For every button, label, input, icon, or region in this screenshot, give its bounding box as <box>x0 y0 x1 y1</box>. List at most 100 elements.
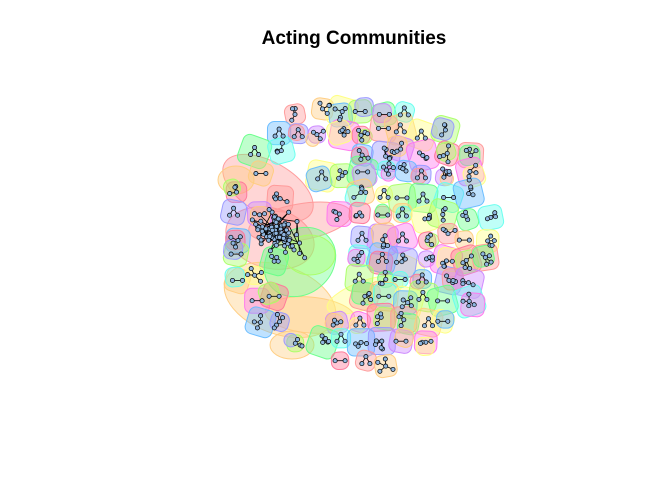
network-node <box>442 122 447 128</box>
network-node <box>446 277 452 283</box>
network-node <box>484 261 490 267</box>
network-node <box>426 216 432 222</box>
network-node <box>366 291 372 296</box>
network-node <box>468 184 474 190</box>
network-node <box>353 322 359 328</box>
network-node <box>379 281 385 287</box>
network-node <box>442 206 448 212</box>
community-hull <box>266 120 292 146</box>
network-node <box>277 196 283 202</box>
network-node <box>420 191 426 197</box>
network-node <box>337 168 343 174</box>
network-node <box>396 238 401 244</box>
network-node <box>414 135 420 141</box>
network-node <box>399 206 405 212</box>
network-node <box>463 257 469 263</box>
network-node <box>319 169 325 175</box>
network-node <box>292 111 298 117</box>
network-node <box>376 111 382 117</box>
network-node <box>341 132 347 138</box>
network-node <box>485 238 491 244</box>
network-node <box>398 323 404 329</box>
network-node <box>266 293 272 299</box>
community-hull <box>354 349 377 372</box>
network-node <box>258 270 264 275</box>
network-node <box>234 189 239 195</box>
network-node <box>274 223 279 229</box>
network-node <box>408 295 414 301</box>
network-node <box>273 196 279 202</box>
network-node <box>418 168 424 174</box>
network-node <box>330 322 336 328</box>
network-node <box>258 313 264 319</box>
network-node <box>466 173 472 179</box>
network-node <box>259 228 265 234</box>
network-node <box>377 368 383 374</box>
network-node <box>281 222 287 228</box>
network-node <box>375 258 381 264</box>
network-node <box>345 129 351 135</box>
network-node <box>317 136 323 142</box>
network-node <box>380 237 386 243</box>
network-node <box>362 109 368 114</box>
network-node <box>400 231 405 237</box>
network-node <box>471 302 477 308</box>
network-node <box>289 243 295 249</box>
network-node <box>277 319 283 325</box>
network-node <box>383 258 389 264</box>
network-node <box>462 265 468 270</box>
network-node <box>337 117 343 123</box>
network-node <box>263 226 269 232</box>
network-node <box>290 106 295 112</box>
network-node <box>277 234 282 240</box>
network-node <box>364 341 369 346</box>
network-node <box>466 298 472 304</box>
network-node <box>463 209 469 215</box>
network-node <box>363 189 369 195</box>
network-node <box>401 105 407 111</box>
network-node <box>262 211 267 217</box>
network-node <box>351 256 357 262</box>
network-node <box>342 169 348 175</box>
network-node <box>326 103 332 108</box>
network-node <box>355 237 361 243</box>
network-edge <box>279 218 298 222</box>
network-node <box>444 273 450 279</box>
network-node <box>235 212 241 218</box>
network-node <box>470 282 476 288</box>
nodes <box>227 100 498 374</box>
community-hull <box>284 234 336 276</box>
network-node <box>338 319 344 325</box>
network-node <box>361 322 367 328</box>
network-node <box>484 216 490 222</box>
network-node <box>315 176 321 182</box>
network-node <box>358 156 364 162</box>
community-hull <box>222 153 314 223</box>
network-node <box>383 153 389 159</box>
network-node <box>420 153 426 158</box>
network-node <box>394 148 400 154</box>
network-node <box>385 212 391 218</box>
network-node <box>424 155 430 161</box>
network-node <box>336 175 342 181</box>
network-node <box>235 238 241 243</box>
network-node <box>424 198 430 204</box>
network-node <box>359 213 365 219</box>
network-node <box>441 174 447 180</box>
network-node <box>382 269 388 275</box>
network-node <box>311 129 316 135</box>
network-node <box>463 148 469 153</box>
network-node <box>295 337 300 342</box>
network-node <box>429 242 435 248</box>
network-node <box>272 133 278 139</box>
community-hull <box>223 239 244 260</box>
network-node <box>314 132 320 138</box>
network-node <box>463 213 469 219</box>
network-node <box>356 271 362 277</box>
network-node <box>291 134 297 140</box>
network-node <box>450 278 456 283</box>
network-node <box>466 191 472 197</box>
network-node <box>377 194 383 200</box>
network-node <box>399 140 405 146</box>
